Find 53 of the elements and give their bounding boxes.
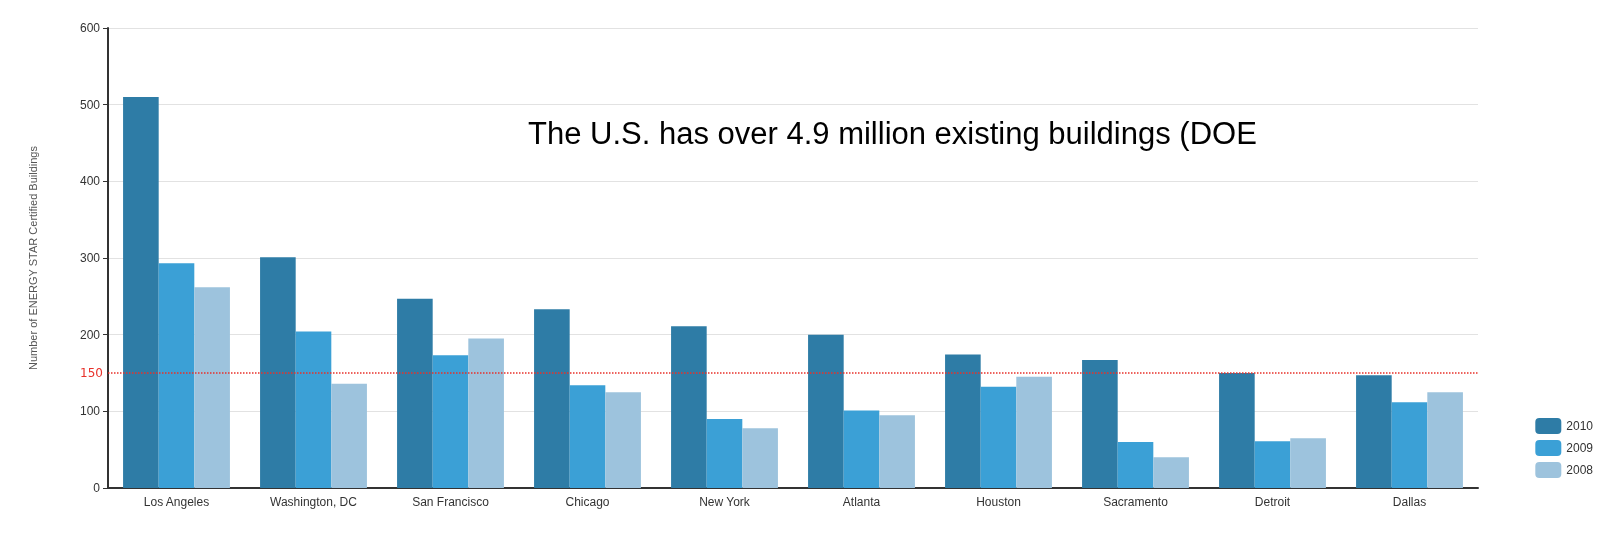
annotation: The U.S. has over 4.9 million existing buildings (DOE <box>528 116 1257 151</box>
x-tick-label: New York <box>699 495 751 509</box>
bar <box>468 338 504 488</box>
bar <box>158 263 195 488</box>
y-tick-label: 0 <box>93 481 101 495</box>
bar <box>1427 392 1463 488</box>
legend-label: 2009 <box>1566 441 1594 455</box>
bar <box>808 334 844 488</box>
x-tick-label: Atlanta <box>842 495 881 509</box>
ref-line-label: 150 <box>80 366 103 380</box>
bar <box>945 354 981 488</box>
y-tick-label: 600 <box>79 21 101 35</box>
x-tick-label: Detroit <box>1254 495 1291 509</box>
bar <box>123 97 159 488</box>
y-tick-label: 300 <box>79 251 101 265</box>
y-tick-label: 200 <box>79 327 101 342</box>
legend-label: 2008 <box>1566 463 1594 477</box>
bar <box>1016 376 1052 488</box>
bar <box>605 392 641 488</box>
bar <box>1391 402 1428 488</box>
bar <box>432 355 469 488</box>
y-tick-label: 500 <box>79 97 101 112</box>
x-tick-label: Dallas <box>1392 495 1427 509</box>
x-tick-label: Los Angeles <box>143 495 210 509</box>
x-tick-label: San Francisco <box>412 495 490 509</box>
bar <box>1290 438 1326 488</box>
bar <box>879 415 915 488</box>
x-tick-label: Washington, DC <box>270 495 358 509</box>
y-tick-label: 400 <box>79 174 101 189</box>
x-tick-label: Chicago <box>565 495 610 509</box>
bar <box>194 287 230 488</box>
bar <box>1153 457 1189 488</box>
bar <box>397 298 433 488</box>
bar <box>1082 359 1118 488</box>
bar <box>843 410 880 488</box>
bar <box>331 383 367 488</box>
bar <box>260 257 296 488</box>
bar <box>1219 373 1255 488</box>
bar <box>569 385 606 488</box>
bar <box>1254 441 1291 488</box>
x-tick-label: Houston <box>976 495 1021 509</box>
y-tick-label: 100 <box>79 404 101 419</box>
bar <box>534 309 570 488</box>
x-tick-label: Sacramento <box>1103 495 1169 509</box>
bar <box>980 386 1017 488</box>
bar <box>742 428 778 488</box>
bar <box>706 419 743 488</box>
bar <box>295 331 332 488</box>
legend-label: 2010 <box>1566 419 1594 433</box>
y-axis-title: Number of ENERGY STAR Certified Buildings <box>26 145 39 370</box>
bar <box>671 326 707 488</box>
bar <box>1117 442 1154 488</box>
bar <box>1356 375 1392 488</box>
